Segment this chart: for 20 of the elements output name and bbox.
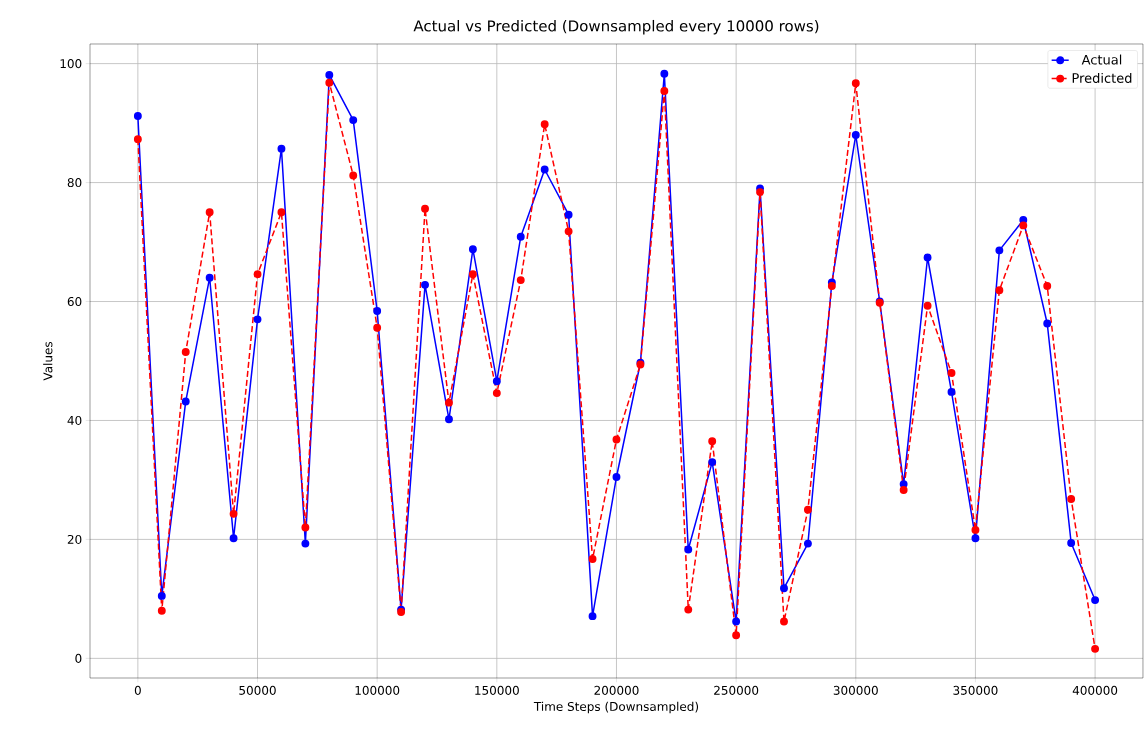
x-tick-label: 300000 — [833, 685, 878, 695]
y-tick-label: 60 — [67, 296, 82, 307]
y-axis-title: Values — [43, 341, 53, 381]
y-tick-label: 0 — [75, 653, 82, 663]
y-tick-label: 100 — [60, 59, 82, 69]
y-tick-label: 40 — [67, 415, 82, 426]
x-tick-label: 0 — [134, 685, 141, 695]
x-tick-label: 100000 — [355, 685, 400, 695]
y-tick-label: 20 — [67, 534, 82, 544]
x-tick-label: 150000 — [475, 685, 519, 695]
x-tick-label: 400000 — [1072, 685, 1118, 695]
legend-label: Actual — [1081, 54, 1122, 65]
y-tick-label: 80 — [67, 178, 82, 188]
x-tick-label: 250000 — [714, 685, 759, 695]
chart-title: Actual vs Predicted (Downsampled every 10000 rows) — [413, 19, 819, 35]
legend-label: Predicted — [1072, 72, 1132, 83]
x-tick-label: 50000 — [239, 685, 276, 695]
x-tick-label: 350000 — [953, 685, 998, 695]
x-tick-label: 200000 — [594, 685, 639, 695]
x-axis-title: Time Steps (Downsampled) — [533, 701, 699, 714]
